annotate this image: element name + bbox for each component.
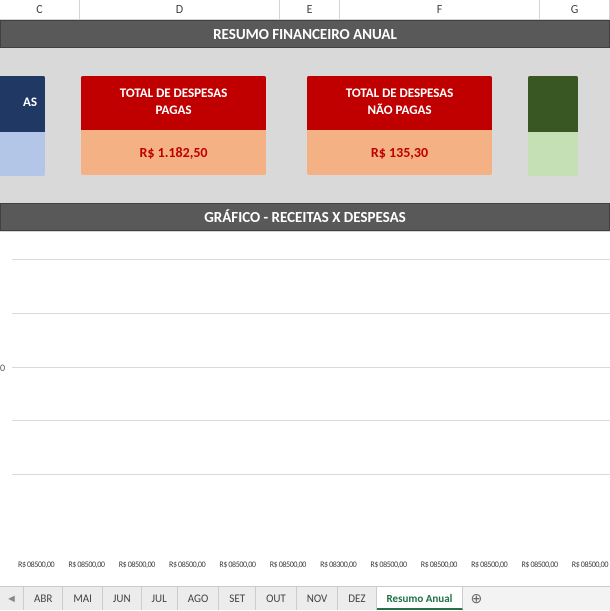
tab-abr[interactable]: ABR — [24, 587, 63, 610]
card-saldo-body — [528, 132, 578, 176]
data-label: R$ 08500,00 — [68, 560, 104, 570]
data-label: R$ 08500,00 — [169, 560, 205, 570]
data-label: R$ 08500,00 — [270, 560, 306, 570]
y-axis-zero: 0 — [0, 361, 5, 374]
card-saldo-fragment — [528, 76, 578, 176]
card-receitas-fragment: AS — [0, 76, 45, 176]
gridline — [12, 474, 610, 475]
tab-mai[interactable]: MAI — [63, 587, 103, 610]
spacer — [0, 501, 610, 556]
data-label: R$ 08500,00 — [572, 560, 608, 570]
col-c[interactable]: C — [0, 0, 80, 19]
gridline — [12, 367, 610, 368]
data-label: R$ 08500,00 — [119, 560, 155, 570]
tab-jul[interactable]: JUL — [142, 587, 178, 610]
card-naopagas-head: TOTAL DE DESPESAS NÃO PAGAS — [307, 76, 492, 130]
tab-out[interactable]: OUT — [256, 587, 297, 610]
data-label: R$ 08500,00 — [471, 560, 507, 570]
data-label: R$ 08500,00 — [219, 560, 255, 570]
tab-nov[interactable]: NOV — [297, 587, 339, 610]
card-despesas-pagas: TOTAL DE DESPESAS PAGAS R$ 1.182,50 — [81, 76, 266, 175]
card-naopagas-value: R$ 135,30 — [307, 130, 492, 175]
gridline — [12, 313, 610, 314]
tab-jun[interactable]: JUN — [103, 587, 142, 610]
chart-data-labels: R$ 08500,00 R$ 08500,00 R$ 08500,00 R$ 0… — [0, 556, 610, 572]
card-pagas-title2: PAGAS — [155, 103, 191, 118]
card-naopagas-title2: NÃO PAGAS — [367, 103, 431, 118]
tab-set[interactable]: SET — [219, 587, 256, 610]
col-e[interactable]: E — [280, 0, 340, 19]
section-title-grafico: GRÁFICO - RECEITAS X DESPESAS — [0, 203, 610, 231]
tab-resumo-anual[interactable]: Resumo Anual — [377, 587, 464, 610]
gridline — [12, 259, 610, 260]
data-label: R$ 08500,00 — [421, 560, 457, 570]
gridline — [12, 420, 610, 421]
col-g[interactable]: G — [540, 0, 610, 19]
data-label: R$ 08500,00 — [370, 560, 406, 570]
summary-row: AS TOTAL DE DESPESAS PAGAS R$ 1.182,50 T… — [0, 48, 610, 203]
chart-area[interactable]: 0 — [0, 231, 610, 501]
card-saldo-head — [528, 76, 578, 132]
card-receitas-head: AS — [0, 76, 45, 132]
data-label: R$ 08500,00 — [521, 560, 557, 570]
card-pagas-value: R$ 1.182,50 — [81, 130, 266, 175]
tab-nav-prev[interactable]: ◄ — [0, 587, 24, 610]
section-title-resumo: RESUMO FINANCEIRO ANUAL — [0, 20, 610, 48]
col-f[interactable]: F — [340, 0, 540, 19]
col-d[interactable]: D — [80, 0, 280, 19]
data-label: R$ 08500,00 — [18, 560, 54, 570]
card-despesas-nao-pagas: TOTAL DE DESPESAS NÃO PAGAS R$ 135,30 — [307, 76, 492, 175]
sheet-tab-bar: ◄ ABR MAI JUN JUL AGO SET OUT NOV DEZ Re… — [0, 586, 610, 610]
column-header-row: C D E F G — [0, 0, 610, 20]
tab-dez[interactable]: DEZ — [338, 587, 376, 610]
card-pagas-head: TOTAL DE DESPESAS PAGAS — [81, 76, 266, 130]
add-sheet-icon[interactable]: ⊕ — [463, 590, 489, 607]
tab-ago[interactable]: AGO — [178, 587, 220, 610]
data-label: R$ 08300,00 — [320, 560, 356, 570]
card-pagas-title1: TOTAL DE DESPESAS — [120, 86, 228, 101]
card-naopagas-title1: TOTAL DE DESPESAS — [346, 86, 454, 101]
card-receitas-body — [0, 132, 45, 176]
